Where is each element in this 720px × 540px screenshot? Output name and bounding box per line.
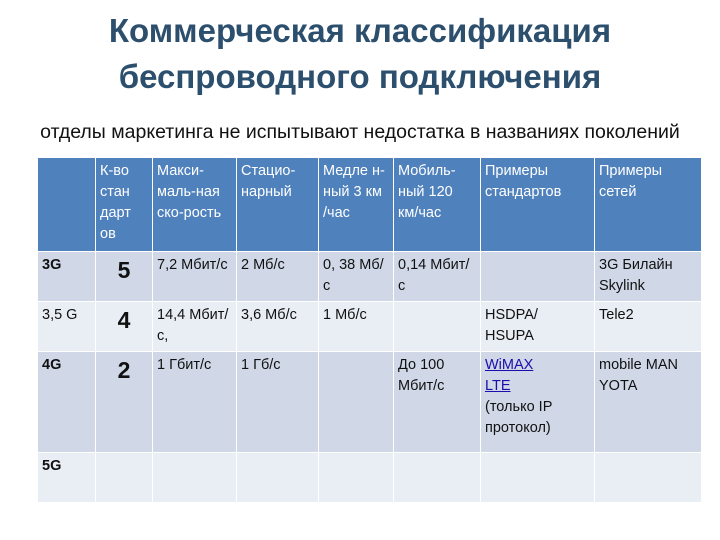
slow-cell [318, 452, 394, 503]
generation-cell: 3G [37, 251, 96, 302]
networks-cell: Tele2 [594, 301, 702, 352]
max-speed-cell: 14,4 Мбит/с, [152, 301, 237, 352]
stationary-cell: 1 Гб/с [236, 351, 319, 453]
slow-cell [318, 351, 394, 453]
count-cell: 4 [95, 301, 153, 352]
table-row: 4G 2 1 Гбит/с 1 Гб/с До 100 Мбит/с WiMAX… [37, 351, 702, 453]
generation-cell: 5G [37, 452, 96, 503]
standards-cell: HSDPA/ HSUPA [480, 301, 595, 352]
slow-cell: 1 Мб/с [318, 301, 394, 352]
table-row: 5G [37, 452, 702, 503]
header-cell: Примеры стандартов [480, 157, 595, 252]
slide-subtitle: отделы маркетинга не испытывают недостат… [40, 121, 680, 143]
header-cell: Медле н-ный 3 км /час [318, 157, 394, 252]
standards-note: (только IP протокол) [485, 399, 553, 436]
header-cell: К-во стан дарт ов [95, 157, 153, 252]
max-speed-cell [152, 452, 237, 503]
generation-cell: 3,5 G [37, 301, 96, 352]
mobile-cell [393, 452, 481, 503]
header-cell: Примеры сетей [594, 157, 702, 252]
table-row: 3,5 G 4 14,4 Мбит/с, 3,6 Мб/с 1 Мб/с HSD… [37, 301, 702, 352]
slow-cell: 0, 38 Мб/с [318, 251, 394, 302]
standards-cell [480, 452, 595, 503]
networks-cell: mobile MAN YOTA [594, 351, 702, 453]
stationary-cell: 3,6 Мб/с [236, 301, 319, 352]
table-header-row: К-во стан дарт ов Макси-маль-ная ско-рос… [37, 157, 702, 252]
classification-table: К-во стан дарт ов Макси-маль-ная ско-рос… [37, 157, 702, 503]
standards-cell [480, 251, 595, 302]
max-speed-cell: 1 Гбит/с [152, 351, 237, 453]
title-line-2: беспроводного подключения [118, 58, 602, 95]
max-speed-cell: 7,2 Мбит/с [152, 251, 237, 302]
generation-cell: 4G [37, 351, 96, 453]
standards-cell: WiMAX LTE (только IP протокол) [480, 351, 595, 453]
count-cell: 5 [95, 251, 153, 302]
stationary-cell: 2 Мб/с [236, 251, 319, 302]
mobile-cell: 0,14 Мбит/с [393, 251, 481, 302]
count-cell: 2 [95, 351, 153, 453]
wimax-link[interactable]: WiMAX [485, 357, 534, 373]
header-cell [37, 157, 96, 252]
stationary-cell [236, 452, 319, 503]
lte-link[interactable]: LTE [485, 378, 511, 394]
table-row: 3G 5 7,2 Мбит/с 2 Мб/с 0, 38 Мб/с 0,14 М… [37, 251, 702, 302]
mobile-cell: До 100 Мбит/с [393, 351, 481, 453]
mobile-cell [393, 301, 481, 352]
slide-title: Коммерческая классификация беспроводного… [0, 8, 720, 100]
networks-cell [594, 452, 702, 503]
header-cell: Макси-маль-ная ско-рость [152, 157, 237, 252]
header-cell: Мобиль-ный 120 км/час [393, 157, 481, 252]
count-cell [95, 452, 153, 503]
networks-cell: 3G Билайн Skylink [594, 251, 702, 302]
header-cell: Стацио-нарный [236, 157, 319, 252]
title-line-1: Коммерческая классификация [108, 12, 612, 49]
